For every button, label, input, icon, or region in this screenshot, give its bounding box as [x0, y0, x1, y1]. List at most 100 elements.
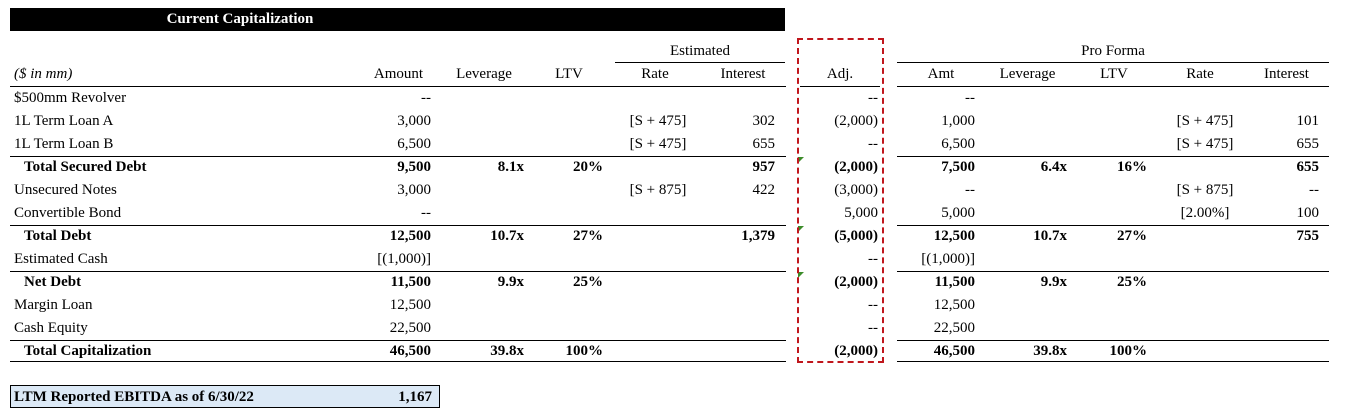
cell-pf-ltv: 25% — [1117, 274, 1147, 290]
cell-pf-amt: 11,500 — [934, 274, 975, 290]
subtotal-rule-right — [897, 224, 1329, 226]
cell-ltv: 100% — [565, 343, 604, 359]
cell-pf-amt: 1,000 — [941, 113, 975, 129]
cell-adj: -- — [868, 90, 878, 106]
cell-adj: (3,000) — [834, 182, 878, 198]
col-header-pf-rate: Rate — [1186, 66, 1214, 82]
col-header-interest: Interest — [720, 66, 766, 82]
subtotal-rule-left — [10, 270, 786, 272]
bottom-rule-right — [897, 361, 1329, 362]
col-header-pf-leverage: Leverage — [999, 66, 1056, 82]
cell-amount: [(1,000)] — [377, 251, 431, 267]
cell-comment-flag — [798, 226, 804, 232]
cell-amount: 12,500 — [389, 228, 431, 244]
cell-pf-interest: 655 — [1296, 159, 1320, 175]
bottom-rule-left — [10, 361, 786, 362]
cell-pf-interest: 100 — [1296, 205, 1320, 221]
row-label: Total Secured Debt — [24, 159, 147, 175]
cell-pf-leverage: 6.4x — [1040, 159, 1067, 175]
cell-interest: 957 — [752, 159, 776, 175]
cell-amount: 6,500 — [397, 136, 431, 152]
ebitda-value: 1,167 — [398, 389, 432, 405]
subtotal-rule-left — [10, 224, 786, 226]
cell-pf-amt: 22,500 — [933, 320, 975, 336]
cell-amount: 3,000 — [397, 113, 431, 129]
title-bar — [10, 8, 785, 31]
row-label: Margin Loan — [14, 297, 93, 313]
cell-amount: 22,500 — [389, 320, 431, 336]
cell-interest: 655 — [752, 136, 776, 152]
header-rule-adj — [800, 86, 880, 87]
units-label: ($ in mm) — [14, 66, 73, 82]
cell-adj: -- — [868, 136, 878, 152]
estimated-group-header: Estimated — [670, 43, 730, 59]
estimated-underline — [615, 62, 785, 63]
col-header-amount: Amount — [373, 66, 424, 82]
cell-pf-amt: -- — [965, 182, 975, 198]
pro-forma-underline — [897, 62, 1329, 63]
cell-adj: (2,000) — [834, 343, 878, 359]
row-label: 1L Term Loan B — [14, 136, 114, 152]
cell-leverage: 10.7x — [490, 228, 524, 244]
cell-comment-flag — [798, 157, 804, 163]
row-label: Total Debt — [24, 228, 92, 244]
cell-amount: -- — [421, 90, 431, 106]
cell-pf-amt: -- — [965, 90, 975, 106]
col-header-ltv: LTV — [555, 66, 583, 82]
cell-rate: [S + 475] — [629, 113, 687, 129]
cell-interest: 302 — [752, 113, 776, 129]
row-label: Total Capitalization — [24, 343, 152, 359]
subtotal-rule-left — [10, 339, 786, 341]
cell-amount: 11,500 — [390, 274, 431, 290]
cell-pf-rate: [S + 875] — [1176, 182, 1234, 198]
row-label: Convertible Bond — [14, 205, 122, 221]
cell-amount: 12,500 — [389, 297, 431, 313]
cell-pf-leverage: 39.8x — [1033, 343, 1067, 359]
row-label: Net Debt — [24, 274, 82, 290]
row-label: Cash Equity — [14, 320, 88, 336]
cell-pf-amt: 12,500 — [933, 228, 975, 244]
row-label: Unsecured Notes — [14, 182, 117, 198]
cell-comment-flag — [798, 272, 804, 278]
cell-interest: 1,379 — [741, 228, 775, 244]
row-label: Estimated Cash — [14, 251, 108, 267]
cell-pf-rate: [S + 475] — [1176, 136, 1234, 152]
cell-ltv: 20% — [573, 159, 603, 175]
cell-rate: [S + 875] — [629, 182, 687, 198]
cell-pf-ltv: 27% — [1117, 228, 1147, 244]
cell-adj: -- — [868, 320, 878, 336]
pro-forma-group-header: Pro Forma — [1081, 43, 1145, 59]
cell-adj: (2,000) — [834, 113, 878, 129]
cell-pf-interest: 655 — [1296, 136, 1320, 152]
col-header-pf-interest: Interest — [1264, 66, 1309, 82]
cell-amount: 3,000 — [397, 182, 431, 198]
cell-pf-amt: 7,500 — [941, 159, 975, 175]
cell-adj: -- — [868, 297, 878, 313]
col-header-pf-ltv: LTV — [1100, 66, 1128, 82]
row-label: $500mm Revolver — [14, 90, 127, 106]
row-label: 1L Term Loan A — [14, 113, 114, 129]
ebitda-box — [10, 385, 440, 408]
subtotal-rule-left — [10, 155, 786, 157]
col-header-adj: Adj. — [826, 66, 854, 82]
cell-adj: (5,000) — [834, 228, 878, 244]
subtotal-rule-right — [897, 270, 1329, 272]
cell-pf-leverage: 10.7x — [1033, 228, 1067, 244]
cell-pf-ltv: 16% — [1117, 159, 1147, 175]
cell-pf-amt: 46,500 — [933, 343, 975, 359]
cell-ltv: 25% — [573, 274, 603, 290]
cell-pf-rate: [S + 475] — [1176, 113, 1234, 129]
col-header-pf-amt: Amt — [927, 66, 955, 82]
cell-leverage: 39.8x — [490, 343, 524, 359]
cell-pf-interest: 755 — [1296, 228, 1320, 244]
cell-leverage: 9.9x — [497, 274, 524, 290]
adjustments-highlight-box — [797, 38, 884, 363]
cell-pf-amt: 6,500 — [941, 136, 975, 152]
cell-pf-interest: -- — [1309, 182, 1319, 198]
cell-pf-leverage: 9.9x — [1040, 274, 1067, 290]
cell-pf-interest: 101 — [1296, 113, 1320, 129]
cell-amount: 46,500 — [389, 343, 431, 359]
cell-adj: (2,000) — [834, 274, 878, 290]
cell-pf-amt: 12,500 — [933, 297, 975, 313]
header-rule-left — [10, 86, 786, 87]
